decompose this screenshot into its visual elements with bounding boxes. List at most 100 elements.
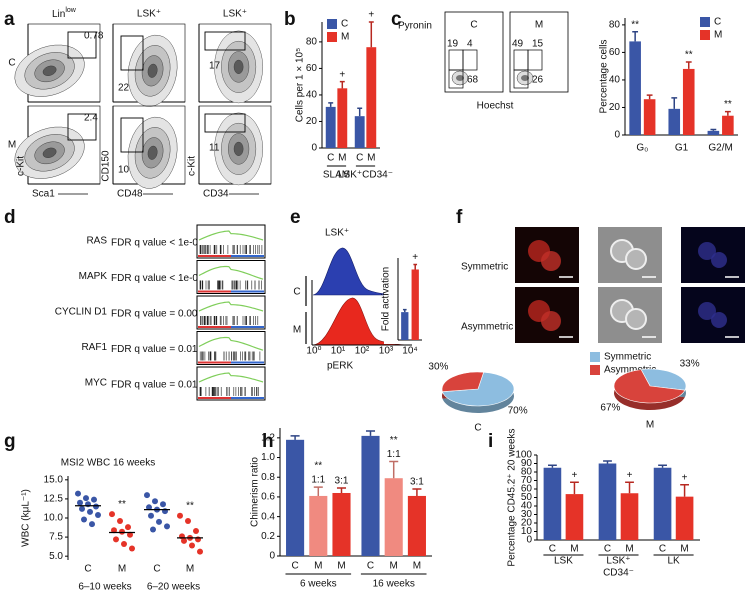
y-tick-label: 60 [609, 47, 621, 58]
cell-stain [541, 311, 561, 331]
bar [565, 494, 584, 540]
bar-label: M [338, 153, 346, 164]
column-title-main: Lin [52, 9, 65, 20]
data-point [81, 516, 87, 523]
density [456, 75, 464, 81]
bar [332, 492, 351, 556]
bar [337, 88, 348, 148]
enrichment-curve [198, 265, 264, 280]
annotation: + [627, 470, 633, 481]
data-point [144, 492, 150, 499]
bar [629, 41, 641, 135]
enrichment-curve [198, 372, 264, 383]
y-tick-label: 20 [306, 116, 318, 127]
x-tick-label: 10² [355, 346, 370, 357]
panel-letter: h [262, 431, 274, 452]
data-point [75, 490, 81, 497]
error-bar [625, 481, 634, 494]
annotation: ** [724, 99, 732, 110]
data-point [95, 511, 101, 518]
bar-label: M [625, 544, 633, 555]
annotation: ** [118, 499, 126, 510]
data-point [109, 511, 115, 518]
gate [527, 49, 543, 71]
panel-letter: f [456, 207, 463, 228]
x-axis-label: Sca1 [32, 189, 55, 200]
y-tick-label: 0 [311, 143, 317, 154]
pie-label: M [646, 420, 654, 431]
annotation: + [412, 252, 418, 263]
y-tick-label: 80 [521, 467, 533, 478]
data-point [197, 548, 203, 555]
data-point [129, 545, 135, 552]
y-axis-label: Cells per 1 × 10⁵ [295, 48, 306, 122]
gate-value: 0.78 [84, 31, 104, 42]
error-bar [290, 435, 300, 440]
bar-label: M [680, 544, 688, 555]
bar [668, 108, 681, 135]
gene-hits [200, 316, 259, 325]
annotation: + [572, 470, 578, 481]
gate [204, 31, 246, 51]
y-tick-label: 0.4 [261, 511, 275, 522]
legend-label: C [714, 17, 721, 28]
bar-label: C [367, 561, 374, 572]
density-contour [42, 65, 57, 76]
gene-set-name: MAPK [79, 271, 108, 282]
y-axis-label: Fold activation [381, 267, 392, 331]
y-tick-label: 7.5 [49, 532, 63, 543]
annotation: 1:1 [311, 475, 325, 486]
y-tick-label: 80 [609, 20, 621, 31]
y-axis-label: c-Kit [16, 156, 27, 176]
legend-swatch [700, 17, 710, 27]
rank-bar-red [198, 397, 231, 399]
plot-frame [509, 11, 569, 93]
legend-label: M [341, 32, 349, 43]
error-bar [313, 486, 323, 496]
rank-bar-red [198, 326, 231, 328]
cell-outline [625, 248, 647, 270]
y-tick-label: 12.5 [44, 494, 64, 505]
bar-label: M [367, 153, 375, 164]
data-point [189, 542, 195, 549]
x-tick-label: M [186, 564, 194, 575]
y-tick-label: 5.0 [49, 551, 63, 562]
error-bar [570, 481, 579, 495]
bar [682, 68, 695, 135]
y-tick-label: 40 [306, 90, 318, 101]
x-tick-label: C [84, 564, 91, 575]
panel-letter: c [391, 9, 402, 30]
bar [620, 493, 639, 540]
panel-letter: g [4, 431, 16, 452]
error-bar [402, 308, 407, 313]
gate-value: 17 [209, 61, 221, 72]
column-title: LSK⁺ [223, 9, 247, 20]
rank-bar-blue [231, 361, 264, 364]
gate-value: 19 [447, 39, 459, 50]
legend-swatch [700, 30, 710, 40]
y-axis-label: c-Kit [187, 156, 198, 176]
density [521, 75, 529, 81]
error-bar [671, 97, 678, 109]
data-point [193, 527, 199, 534]
gate [513, 69, 529, 89]
nucleus [698, 302, 716, 320]
cell-stain [541, 251, 561, 271]
annotation: + [368, 10, 374, 21]
legend-swatch [327, 19, 337, 29]
row-label: Asymmetric [461, 322, 513, 333]
fdr-value: FDR q value < 1e-04 [111, 273, 204, 284]
gate [204, 113, 246, 133]
y-tick-label: 50 [521, 492, 533, 503]
gene-set-name: CYCLIN D1 [55, 307, 108, 318]
group-label: 6–10 weeks [78, 582, 131, 593]
data-point [164, 523, 170, 530]
y-tick-label: 20 [609, 102, 621, 113]
bar [361, 435, 380, 556]
bar-label: M [570, 544, 578, 555]
gate [120, 117, 144, 153]
error-bar [339, 80, 345, 89]
x-tick-label: M [118, 564, 126, 575]
error-bar [646, 94, 653, 100]
error-bar [328, 102, 334, 107]
